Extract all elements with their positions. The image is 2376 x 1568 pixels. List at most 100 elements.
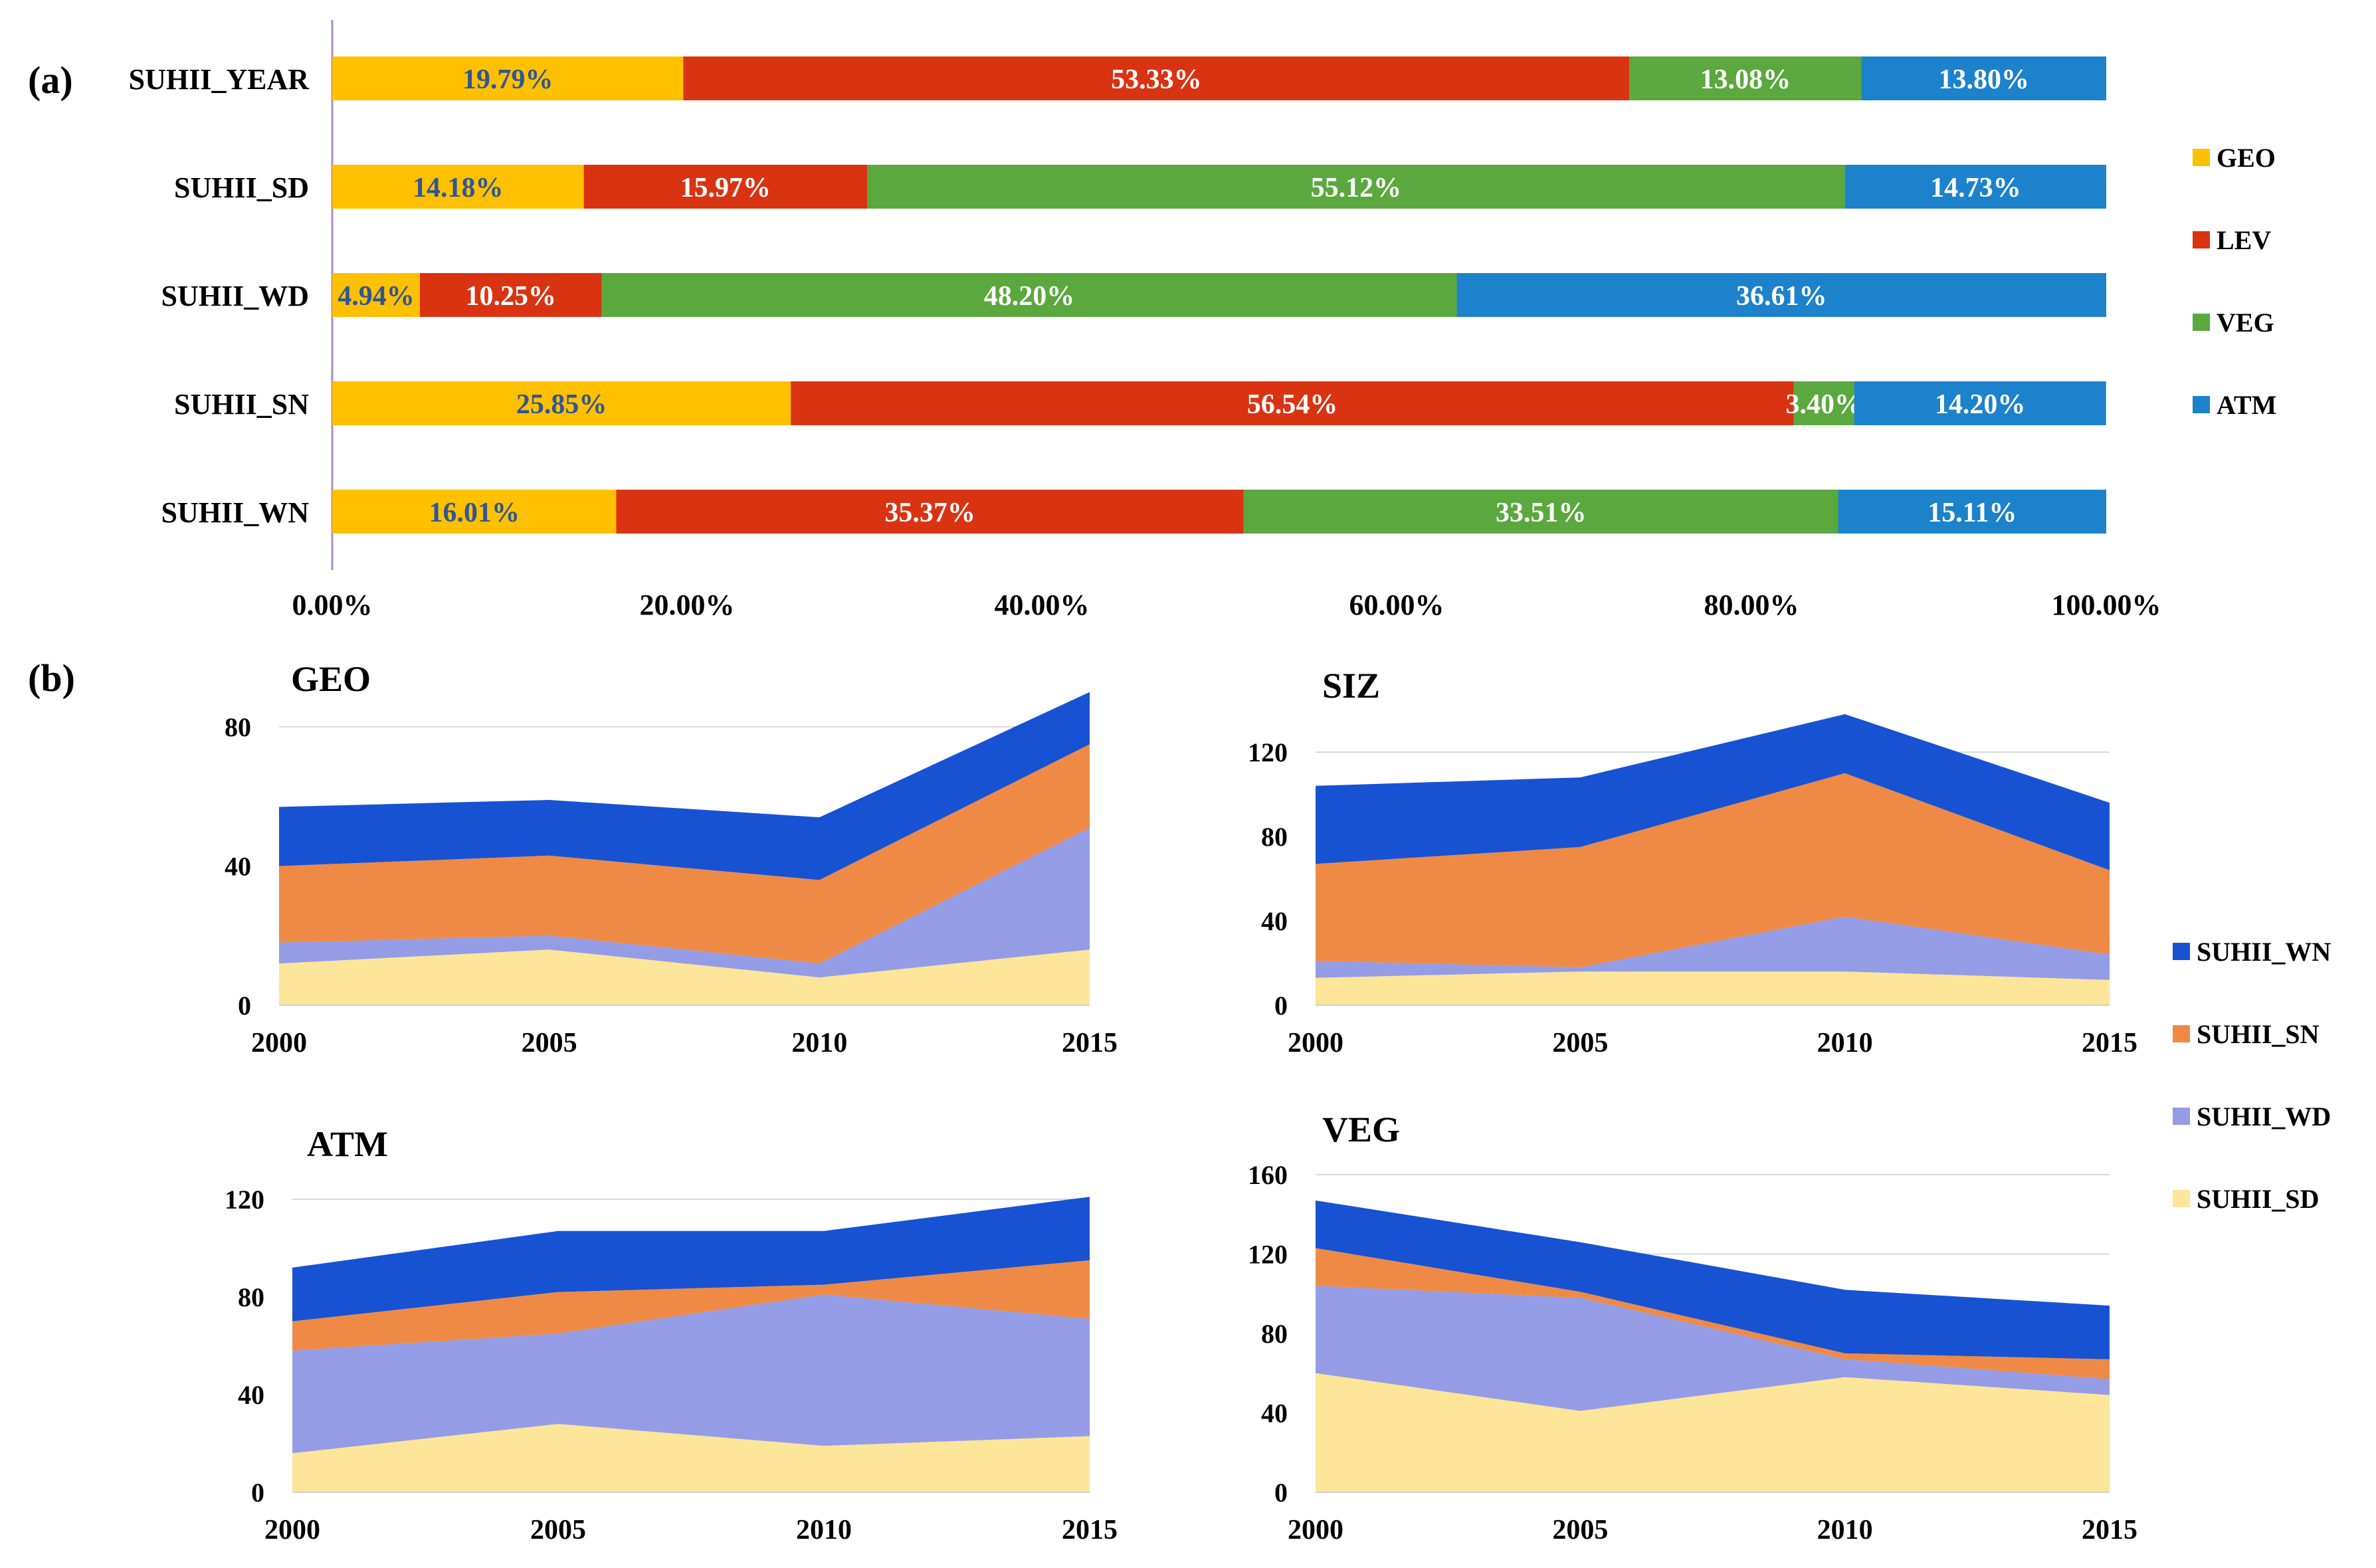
chart-title: VEG bbox=[1322, 1110, 1400, 1149]
category-label-suhii-wn: SUHII_WN bbox=[161, 496, 310, 529]
y-tick-label: 80 bbox=[1261, 822, 1288, 852]
x-tick-label: 2005 bbox=[522, 1028, 577, 1058]
legend-label-suhii-wn: SUHII_WN bbox=[2197, 937, 2331, 967]
legend-swatch-suhii-sd bbox=[2173, 1190, 2190, 1207]
area-chart-atm: 0 40 80 120 2000 2005 2010 2015 ATM bbox=[225, 1124, 1118, 1545]
x-tick-label: 80.00% bbox=[1704, 589, 1799, 621]
bar-lev-suhii-wd bbox=[419, 273, 602, 317]
bar-veg-suhii-wn bbox=[1243, 490, 1838, 534]
data-label-atm-suhii-wn: 15.11% bbox=[1928, 498, 2017, 528]
area-suhii-wd bbox=[279, 827, 1090, 978]
legend-label-geo: GEO bbox=[2217, 143, 2276, 173]
y-tick-label: 40 bbox=[1261, 906, 1288, 936]
area-suhii-sn bbox=[292, 1260, 1090, 1351]
y-tick-label: 0 bbox=[238, 991, 251, 1021]
data-label-geo-suhii-sn: 25.85% bbox=[516, 389, 607, 420]
category-label-suhii-sn: SUHII_SN bbox=[174, 388, 309, 421]
area-suhii-wn bbox=[1316, 1200, 2110, 1359]
area-chart-geo: 0 40 80 2000 2005 2010 2015 GEO bbox=[225, 659, 1118, 1058]
data-label-veg-suhii-sd: 55.12% bbox=[1311, 173, 1402, 203]
data-label-atm-suhii-sn: 14.20% bbox=[1935, 389, 2026, 420]
chart-title: GEO bbox=[291, 659, 371, 699]
x-tick-label: 2010 bbox=[791, 1028, 847, 1058]
legend-swatch-suhii-wn bbox=[2173, 943, 2190, 960]
y-tick-label: 0 bbox=[1274, 991, 1288, 1021]
area-suhii-wn bbox=[279, 692, 1090, 880]
x-tick-label: 2000 bbox=[1288, 1028, 1343, 1058]
bar-atm-suhii-sn bbox=[1854, 381, 2106, 425]
data-label-veg-suhii-year: 13.08% bbox=[1700, 64, 1791, 95]
x-tick-label: 2010 bbox=[1817, 1028, 1873, 1058]
y-tick-label: 40 bbox=[225, 852, 251, 882]
y-tick-label: 80 bbox=[225, 712, 251, 742]
bar-atm-suhii-year bbox=[1861, 56, 2106, 100]
x-tick-label: 2005 bbox=[530, 1515, 586, 1545]
x-tick-label: 0.00% bbox=[292, 589, 373, 621]
data-label-geo-suhii-wd: 4.94% bbox=[338, 281, 415, 312]
x-tick-label: 2010 bbox=[796, 1515, 852, 1545]
x-tick-label: 2000 bbox=[1288, 1515, 1343, 1545]
x-tick-label: 2005 bbox=[1552, 1028, 1608, 1058]
legend-label-suhii-sd: SUHII_SD bbox=[2197, 1184, 2320, 1214]
category-label-suhii-year: SUHII_YEAR bbox=[129, 63, 310, 96]
x-tick-label: 40.00% bbox=[995, 589, 1090, 621]
y-tick-label: 80 bbox=[1261, 1319, 1288, 1349]
data-label-lev-suhii-sn: 56.54% bbox=[1247, 389, 1338, 420]
chart-title: SIZ bbox=[1322, 666, 1380, 706]
data-label-veg-suhii-wn: 33.51% bbox=[1496, 498, 1587, 528]
bar-chart-a: SUHII_YEAR 19.79% 53.33% 13.08% 13.80% SUHII_… bbox=[129, 20, 2161, 621]
area-suhii-sd bbox=[292, 1424, 1090, 1492]
panel-label-a: (a) bbox=[28, 58, 73, 102]
legend-label-atm: ATM bbox=[2217, 390, 2276, 420]
y-tick-label: 40 bbox=[238, 1380, 264, 1410]
legend-swatch-suhii-wd bbox=[2173, 1108, 2190, 1125]
y-tick-label: 120 bbox=[1248, 737, 1288, 767]
data-label-lev-suhii-year: 53.33% bbox=[1111, 64, 1202, 95]
area-suhii-wn bbox=[1316, 714, 2110, 870]
bar-atm-suhii-wd bbox=[1456, 273, 2106, 317]
area-suhii-sd bbox=[1316, 1373, 2110, 1492]
y-tick-label: 120 bbox=[225, 1185, 264, 1215]
data-label-lev-suhii-wd: 10.25% bbox=[465, 281, 556, 312]
legend-swatch-geo bbox=[2193, 149, 2210, 166]
data-label-geo-suhii-wn: 16.01% bbox=[429, 498, 520, 528]
data-label-geo-suhii-year: 19.79% bbox=[462, 64, 553, 95]
bar-lev-suhii-wn bbox=[616, 490, 1244, 534]
bar-lev-suhii-sd bbox=[583, 165, 868, 209]
bar-atm-suhii-sd bbox=[1844, 165, 2106, 209]
area-suhii-wn bbox=[292, 1197, 1090, 1322]
legend-label-suhii-wd: SUHII_WD bbox=[2197, 1102, 2331, 1131]
bar-atm-suhii-wn bbox=[1838, 490, 2106, 534]
data-label-geo-suhii-sd: 14.18% bbox=[413, 173, 504, 203]
y-tick-label: 40 bbox=[1261, 1399, 1288, 1428]
x-tick-label: 2010 bbox=[1817, 1515, 1873, 1545]
x-tick-label: 2000 bbox=[264, 1515, 320, 1545]
legend-swatch-atm bbox=[2193, 396, 2210, 413]
area-suhii-sd bbox=[279, 949, 1090, 1005]
y-tick-label: 120 bbox=[1248, 1240, 1288, 1270]
y-tick-label: 0 bbox=[251, 1478, 264, 1508]
category-label-suhii-sd: SUHII_SD bbox=[174, 171, 309, 204]
category-label-suhii-wd: SUHII_WD bbox=[161, 280, 310, 312]
legend-b: SUHII_WN SUHII_SN SUHII_WD SUHII_SD bbox=[2173, 937, 2331, 1214]
data-label-lev-suhii-sd: 15.97% bbox=[680, 173, 771, 203]
legend-swatch-veg bbox=[2193, 314, 2210, 331]
area-suhii-sn bbox=[1316, 773, 2110, 967]
y-tick-label: 80 bbox=[238, 1282, 264, 1312]
x-tick-label: 100.00% bbox=[2052, 589, 2161, 621]
legend-swatch-suhii-sn bbox=[2173, 1025, 2190, 1042]
data-label-atm-suhii-sd: 14.73% bbox=[1930, 173, 2021, 203]
legend-label-suhii-sn: SUHII_SN bbox=[2197, 1019, 2320, 1049]
legend-label-lev: LEV bbox=[2217, 225, 2271, 255]
x-tick-label: 60.00% bbox=[1349, 589, 1444, 621]
area-suhii-wd bbox=[1316, 916, 2110, 980]
area-suhii-sn bbox=[1316, 1248, 2110, 1379]
data-label-veg-suhii-wd: 48.20% bbox=[984, 281, 1075, 312]
y-tick-label: 160 bbox=[1248, 1160, 1288, 1190]
bar-lev-suhii-year bbox=[683, 56, 1630, 100]
bar-veg-suhii-sd bbox=[867, 165, 1845, 209]
data-label-atm-suhii-year: 13.80% bbox=[1939, 64, 2030, 95]
data-label-lev-suhii-wn: 35.37% bbox=[884, 498, 975, 528]
bar-geo-suhii-wd bbox=[332, 273, 420, 317]
